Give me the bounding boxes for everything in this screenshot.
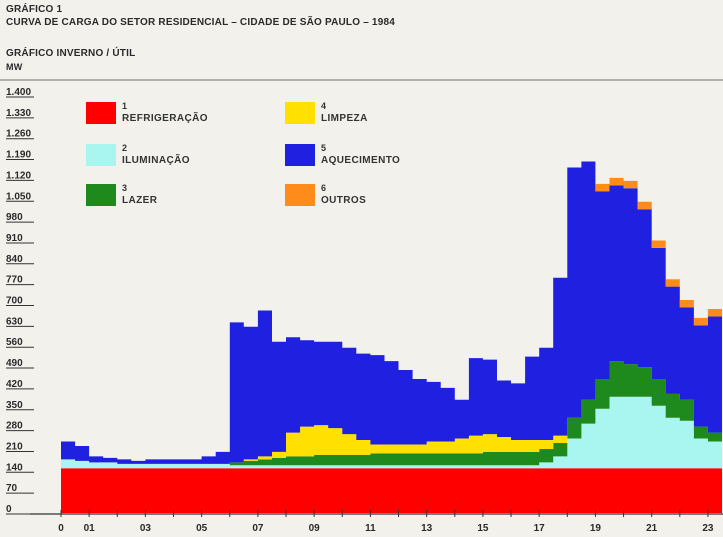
legend-number-1: 1 [122,101,127,111]
y-tick-label: 490 [6,358,23,369]
area-series-4 [61,361,722,464]
x-tick-label: 11 [365,523,376,534]
y-tick-label: 840 [6,254,23,265]
legend-swatch-6 [285,184,315,206]
legend-number-2: 2 [122,143,127,153]
area-series-5 [61,161,722,464]
legend-swatch-5 [285,144,315,166]
legend-label-2: ILUMINAÇÃO [122,153,190,166]
x-tick-label: 23 [702,523,714,534]
y-tick-label: 1.190 [6,150,31,161]
x-tick-label: 17 [534,523,546,534]
x-tick-label: 13 [421,523,433,534]
y-unit-label: MW [6,62,23,72]
legend-swatch-3 [86,184,116,206]
x-tick-label: 0 [58,523,64,534]
chart-title: CURVA DE CARGA DO SETOR RESIDENCIAL – CI… [6,17,395,28]
legend-swatch-2 [86,144,116,166]
legend-label-4: LIMPEZA [321,113,368,124]
y-tick-label: 910 [6,233,23,244]
area-series-3 [61,361,722,466]
y-tick-label: 1.050 [6,191,31,202]
area-series-2 [61,396,722,469]
y-tick-label: 70 [6,483,18,494]
legend-label-5: AQUECIMENTO [321,155,400,166]
y-tick-label: 280 [6,421,23,432]
y-tick-label: 1.260 [6,129,31,140]
x-tick-label: 01 [84,523,96,534]
y-tick-label: 140 [6,462,23,473]
legend-swatch-1 [86,102,116,124]
y-tick-label: 1.400 [6,87,31,98]
x-tick-label: 19 [590,523,602,534]
y-tick-label: 560 [6,337,23,348]
y-tick-label: 0 [6,504,12,515]
y-tick-label: 420 [6,379,23,390]
legend-number-6: 6 [321,183,326,193]
legend-label-6: OUTROS [321,195,366,206]
x-tick-label: 05 [196,523,208,534]
y-tick-label: 980 [6,212,23,223]
chart-subtitle: GRÁFICO INVERNO / ÚTIL [6,48,136,59]
x-tick-label: 09 [309,523,321,534]
legend-number-4: 4 [321,101,326,111]
legend-label-1: REFRIGERAÇÃO [122,111,208,124]
x-tick-label: 21 [646,523,658,534]
y-tick-label: 770 [6,275,23,286]
x-tick-label: 15 [477,523,489,534]
y-tick-label: 700 [6,296,23,307]
area-series-1 [61,468,722,513]
y-tick-label: 1.330 [6,108,31,119]
y-tick-label: 1.120 [6,170,31,181]
legend-number-5: 5 [321,143,326,153]
x-tick-label: 07 [252,523,264,534]
legend-swatch-4 [285,102,315,124]
y-tick-label: 350 [6,400,23,411]
y-tick-label: 210 [6,441,23,452]
x-tick-label: 03 [140,523,152,534]
legend-number-3: 3 [122,183,127,193]
figure-label: GRÁFICO 1 [6,4,63,15]
y-tick-label: 630 [6,316,23,327]
legend-label-3: LAZER [122,195,158,206]
